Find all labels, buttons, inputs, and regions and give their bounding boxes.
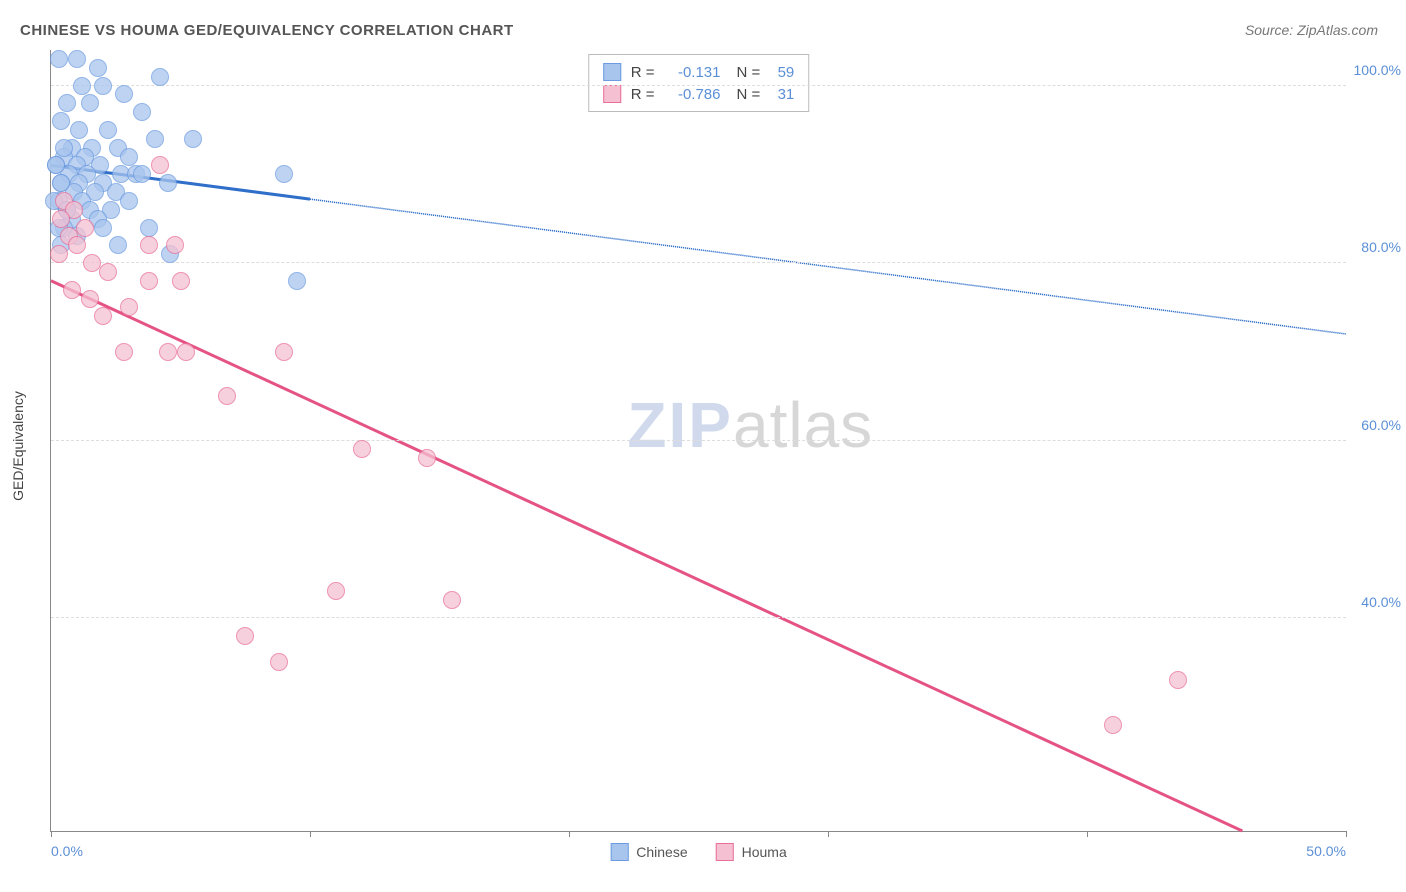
scatter-point: [159, 343, 177, 361]
scatter-point: [94, 307, 112, 325]
y-tick-label: 60.0%: [1361, 417, 1401, 433]
plot-area: ZIPatlas R = -0.131 N = 59 R = -0.786 N …: [50, 50, 1346, 832]
swatch-houma: [716, 843, 734, 861]
scatter-point: [146, 130, 164, 148]
scatter-point: [236, 627, 254, 645]
scatter-point: [115, 85, 133, 103]
x-tick-label: 50.0%: [1306, 843, 1346, 859]
scatter-point: [140, 236, 158, 254]
y-axis-label: GED/Equivalency: [10, 391, 26, 501]
scatter-point: [89, 59, 107, 77]
watermark-zip: ZIP: [627, 389, 733, 461]
y-tick-label: 80.0%: [1361, 239, 1401, 255]
gridline-horizontal: [51, 85, 1346, 86]
n-value-chinese: 59: [770, 64, 794, 81]
watermark: ZIPatlas: [627, 388, 873, 462]
scatter-point: [99, 121, 117, 139]
x-tick: [310, 831, 311, 837]
scatter-point: [109, 236, 127, 254]
stats-legend-row: R = -0.131 N = 59: [603, 61, 795, 83]
n-value-houma: 31: [770, 86, 794, 103]
chart-title: CHINESE VS HOUMA GED/EQUIVALENCY CORRELA…: [20, 22, 514, 39]
scatter-point: [47, 156, 65, 174]
scatter-point: [270, 653, 288, 671]
scatter-point: [140, 272, 158, 290]
stats-legend-row: R = -0.786 N = 31: [603, 83, 795, 105]
scatter-point: [218, 387, 236, 405]
scatter-point: [120, 148, 138, 166]
y-tick-label: 100.0%: [1354, 62, 1401, 78]
scatter-point: [76, 219, 94, 237]
scatter-point: [115, 343, 133, 361]
scatter-point: [133, 165, 151, 183]
source-attribution: Source: ZipAtlas.com: [1245, 22, 1378, 38]
r-value-chinese: -0.131: [665, 64, 721, 81]
scatter-point: [68, 50, 86, 68]
gridline-horizontal: [51, 262, 1346, 263]
gridline-horizontal: [51, 440, 1346, 441]
scatter-point: [159, 174, 177, 192]
swatch-chinese: [610, 843, 628, 861]
scatter-point: [443, 591, 461, 609]
swatch-houma: [603, 85, 621, 103]
scatter-point: [151, 156, 169, 174]
watermark-atlas: atlas: [733, 389, 873, 461]
swatch-chinese: [603, 63, 621, 81]
scatter-point: [94, 77, 112, 95]
x-tick: [828, 831, 829, 837]
scatter-point: [140, 219, 158, 237]
n-label: N =: [737, 64, 761, 81]
scatter-point: [177, 343, 195, 361]
series-legend: Chinese Houma: [610, 843, 787, 861]
scatter-point: [81, 94, 99, 112]
x-tick: [51, 831, 52, 837]
scatter-point: [1104, 716, 1122, 734]
scatter-point: [55, 139, 73, 157]
scatter-point: [58, 94, 76, 112]
trend-lines-layer: [51, 50, 1346, 831]
scatter-point: [63, 281, 81, 299]
x-tick: [1346, 831, 1347, 837]
scatter-point: [1169, 671, 1187, 689]
scatter-point: [52, 174, 70, 192]
chart-container: CHINESE VS HOUMA GED/EQUIVALENCY CORRELA…: [0, 0, 1406, 892]
scatter-point: [120, 192, 138, 210]
legend-item-houma: Houma: [716, 843, 787, 861]
scatter-point: [99, 263, 117, 281]
scatter-point: [133, 103, 151, 121]
scatter-point: [172, 272, 190, 290]
scatter-point: [52, 112, 70, 130]
scatter-point: [275, 343, 293, 361]
scatter-point: [81, 290, 99, 308]
scatter-point: [52, 210, 70, 228]
scatter-point: [418, 449, 436, 467]
scatter-point: [275, 165, 293, 183]
scatter-point: [50, 245, 68, 263]
scatter-point: [68, 236, 86, 254]
r-label: R =: [631, 86, 655, 103]
scatter-point: [151, 68, 169, 86]
legend-label: Chinese: [636, 844, 687, 860]
scatter-point: [73, 77, 91, 95]
gridline-horizontal: [51, 617, 1346, 618]
scatter-point: [120, 298, 138, 316]
scatter-point: [288, 272, 306, 290]
legend-item-chinese: Chinese: [610, 843, 687, 861]
x-tick-label: 0.0%: [51, 843, 83, 859]
n-label: N =: [737, 86, 761, 103]
x-tick: [569, 831, 570, 837]
stats-legend: R = -0.131 N = 59 R = -0.786 N = 31: [588, 54, 810, 112]
r-label: R =: [631, 64, 655, 81]
scatter-point: [184, 130, 202, 148]
legend-label: Houma: [742, 844, 787, 860]
r-value-houma: -0.786: [665, 86, 721, 103]
scatter-point: [353, 440, 371, 458]
scatter-point: [327, 582, 345, 600]
scatter-point: [50, 50, 68, 68]
scatter-point: [70, 121, 88, 139]
x-tick: [1087, 831, 1088, 837]
scatter-point: [94, 219, 112, 237]
y-tick-label: 40.0%: [1361, 594, 1401, 610]
scatter-point: [166, 236, 184, 254]
